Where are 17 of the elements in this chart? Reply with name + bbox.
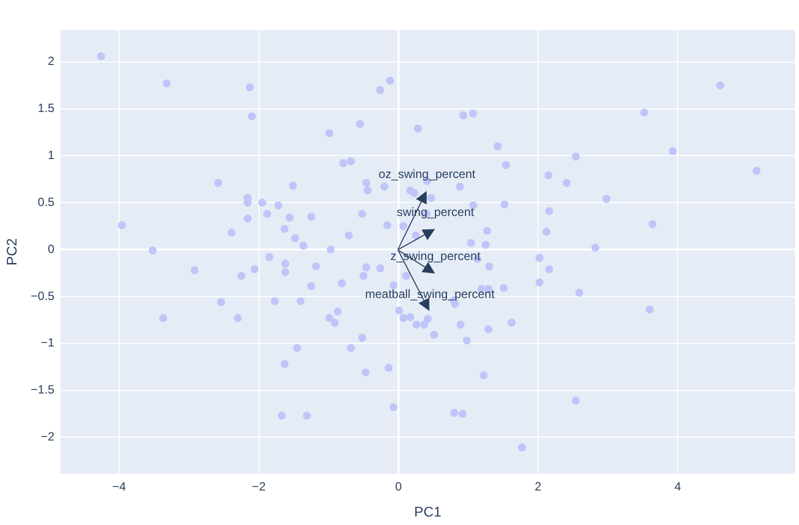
y-tick-label: −0.5 [30, 288, 55, 303]
y-tick-label: 1.5 [38, 101, 55, 116]
x-tick-label: −4 [112, 479, 126, 494]
x-tick-label: 0 [395, 479, 402, 494]
x-tick-label: −2 [252, 479, 266, 494]
x-tick-label: 4 [674, 479, 682, 494]
y-tick-label: 0.5 [38, 194, 55, 209]
y-tick-label: −1 [40, 336, 55, 350]
x-tick-label: 2 [534, 479, 542, 494]
y-tick-label: −2 [40, 430, 55, 444]
y-tick-label: −1.5 [30, 382, 55, 397]
annotation: oz_swing_percent [378, 167, 476, 182]
y-tick-label: 0 [48, 242, 55, 256]
x-axis-title: PC1 [414, 503, 442, 520]
y-axis-title: PC2 [3, 238, 20, 266]
y-tick-label: 1 [48, 148, 55, 162]
y-tick-label: 2 [48, 54, 55, 68]
